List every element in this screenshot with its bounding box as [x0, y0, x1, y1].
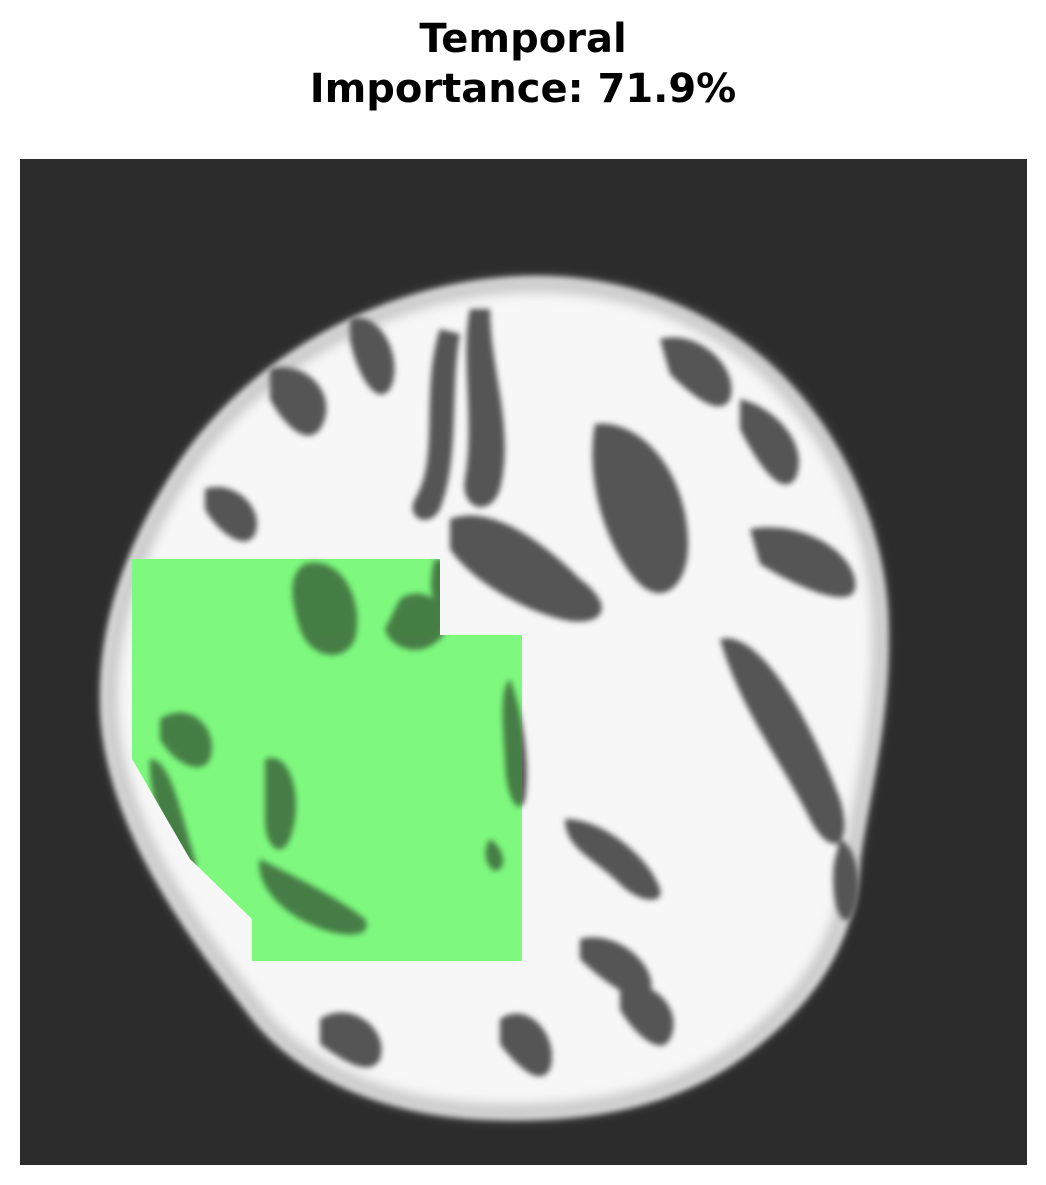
importance-overlay — [132, 559, 522, 961]
brain-scan-image — [20, 159, 1027, 1165]
region-title: Temporal — [419, 16, 627, 62]
figure-title: Temporal Importance: 71.9% — [0, 14, 1046, 114]
brain-scan-panel — [20, 159, 1027, 1165]
importance-label: Importance: 71.9% — [309, 66, 737, 112]
